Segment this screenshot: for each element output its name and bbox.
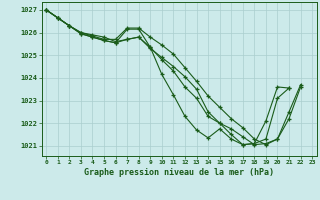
X-axis label: Graphe pression niveau de la mer (hPa): Graphe pression niveau de la mer (hPa): [84, 168, 274, 177]
